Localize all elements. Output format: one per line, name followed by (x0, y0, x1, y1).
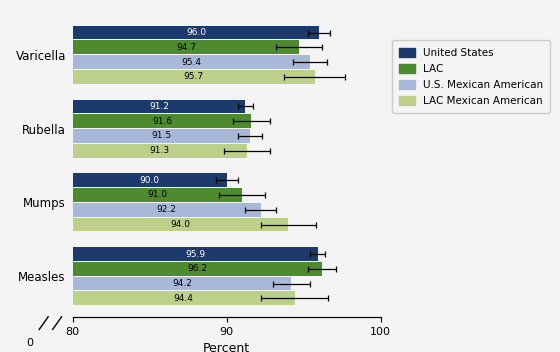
Legend: United States, LAC, U.S. Mexican American, LAC Mexican American: United States, LAC, U.S. Mexican America… (391, 40, 550, 113)
Text: 91.6: 91.6 (152, 117, 172, 126)
Bar (73, 218, 288, 231)
X-axis label: Percent: Percent (203, 342, 250, 352)
Bar (73, 40, 299, 54)
Text: 90.0: 90.0 (140, 176, 160, 185)
Text: 94.0: 94.0 (171, 220, 190, 229)
Bar (73, 173, 227, 187)
Text: 91.5: 91.5 (151, 131, 171, 140)
Text: 91.2: 91.2 (149, 102, 169, 111)
Text: 94.7: 94.7 (176, 43, 196, 52)
Bar (73, 188, 242, 202)
Text: 95.4: 95.4 (181, 58, 202, 67)
Bar (73, 247, 318, 261)
Bar (73, 203, 261, 216)
Bar (73, 114, 251, 128)
Text: 91.0: 91.0 (147, 190, 167, 200)
Text: 91.3: 91.3 (150, 146, 170, 155)
Bar (73, 262, 322, 276)
Text: 95.7: 95.7 (184, 73, 204, 81)
Bar (73, 129, 250, 143)
Text: 94.2: 94.2 (172, 279, 192, 288)
Text: 92.2: 92.2 (157, 205, 176, 214)
Bar (73, 55, 310, 69)
Bar (73, 100, 245, 113)
Bar (73, 144, 247, 158)
Bar (73, 70, 315, 84)
Bar (73, 277, 291, 290)
Text: 95.9: 95.9 (185, 250, 206, 258)
Text: 94.4: 94.4 (174, 294, 194, 303)
Text: 96.2: 96.2 (188, 264, 208, 273)
Bar (73, 26, 319, 39)
Text: 0: 0 (26, 338, 33, 348)
Text: 96.0: 96.0 (186, 28, 206, 37)
Bar (73, 291, 295, 305)
